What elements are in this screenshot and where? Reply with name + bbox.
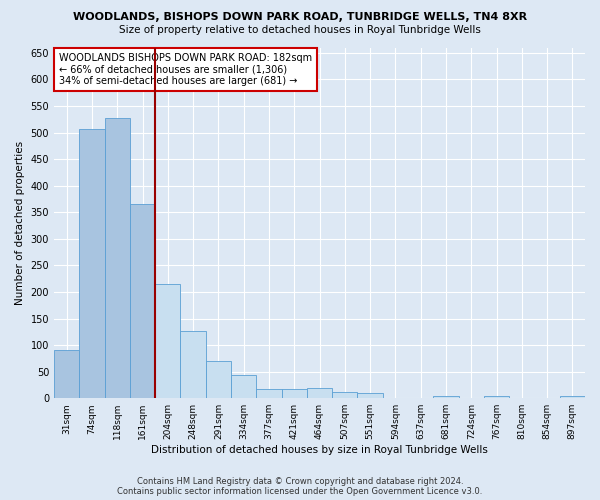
Bar (560, 396, 585, 398)
Bar (79, 129, 104, 398)
Bar (332, 392, 358, 398)
Bar (155, 284, 181, 398)
Bar (307, 388, 332, 398)
Text: Contains HM Land Registry data © Crown copyright and database right 2024.
Contai: Contains HM Land Registry data © Crown c… (118, 476, 482, 496)
Bar (358, 394, 383, 398)
Bar (54, 350, 79, 398)
Bar (130, 204, 155, 398)
Bar (104, 118, 130, 398)
Bar (206, 361, 231, 398)
Bar (281, 388, 307, 398)
Bar (433, 396, 458, 398)
Bar (256, 389, 281, 398)
Bar (484, 396, 509, 398)
Text: Size of property relative to detached houses in Royal Tunbridge Wells: Size of property relative to detached ho… (119, 25, 481, 35)
Y-axis label: Number of detached properties: Number of detached properties (15, 141, 25, 305)
Bar (231, 376, 256, 398)
Bar (181, 330, 206, 398)
X-axis label: Distribution of detached houses by size in Royal Tunbridge Wells: Distribution of detached houses by size … (151, 445, 488, 455)
Text: WOODLANDS BISHOPS DOWN PARK ROAD: 182sqm
← 66% of detached houses are smaller (1: WOODLANDS BISHOPS DOWN PARK ROAD: 182sqm… (59, 53, 313, 86)
Text: WOODLANDS, BISHOPS DOWN PARK ROAD, TUNBRIDGE WELLS, TN4 8XR: WOODLANDS, BISHOPS DOWN PARK ROAD, TUNBR… (73, 12, 527, 22)
